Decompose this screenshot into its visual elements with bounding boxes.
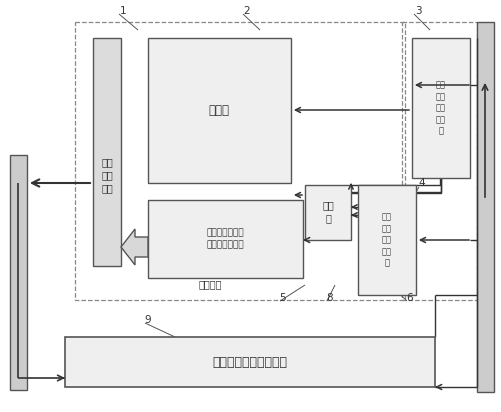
Text: 1: 1 bbox=[119, 6, 126, 16]
Text: 4: 4 bbox=[418, 178, 424, 188]
Text: 3: 3 bbox=[414, 6, 420, 16]
Text: 模拟
量信
号输
入接
口: 模拟 量信 号输 入接 口 bbox=[435, 81, 445, 136]
Bar bbox=[305, 185, 350, 240]
Text: 操作面板: 操作面板 bbox=[198, 279, 221, 289]
Text: 信号
输出
接口: 信号 输出 接口 bbox=[101, 157, 113, 193]
Bar bbox=[148, 200, 303, 278]
Text: 路面机械产品的控制器: 路面机械产品的控制器 bbox=[212, 356, 287, 368]
Text: 多种模拟量、开
关量信号发生器: 多种模拟量、开 关量信号发生器 bbox=[206, 229, 243, 249]
Text: 5: 5 bbox=[279, 293, 286, 303]
Bar bbox=[148, 38, 291, 183]
Bar bbox=[476, 22, 493, 392]
Bar bbox=[93, 38, 121, 266]
Bar bbox=[357, 185, 415, 295]
Text: 开关
量信
号输
入接
口: 开关 量信 号输 入接 口 bbox=[381, 213, 391, 267]
Text: 存储
器: 存储 器 bbox=[322, 200, 333, 224]
Text: 9: 9 bbox=[144, 315, 151, 325]
Text: 6: 6 bbox=[406, 293, 412, 303]
Polygon shape bbox=[121, 229, 148, 265]
Text: 显示屏: 显示屏 bbox=[208, 103, 229, 117]
Bar bbox=[411, 38, 469, 178]
Text: 2: 2 bbox=[243, 6, 250, 16]
Bar bbox=[65, 337, 434, 387]
Bar bbox=[401, 22, 476, 300]
Text: 8: 8 bbox=[326, 293, 333, 303]
Bar bbox=[10, 155, 27, 390]
Bar bbox=[75, 22, 404, 300]
